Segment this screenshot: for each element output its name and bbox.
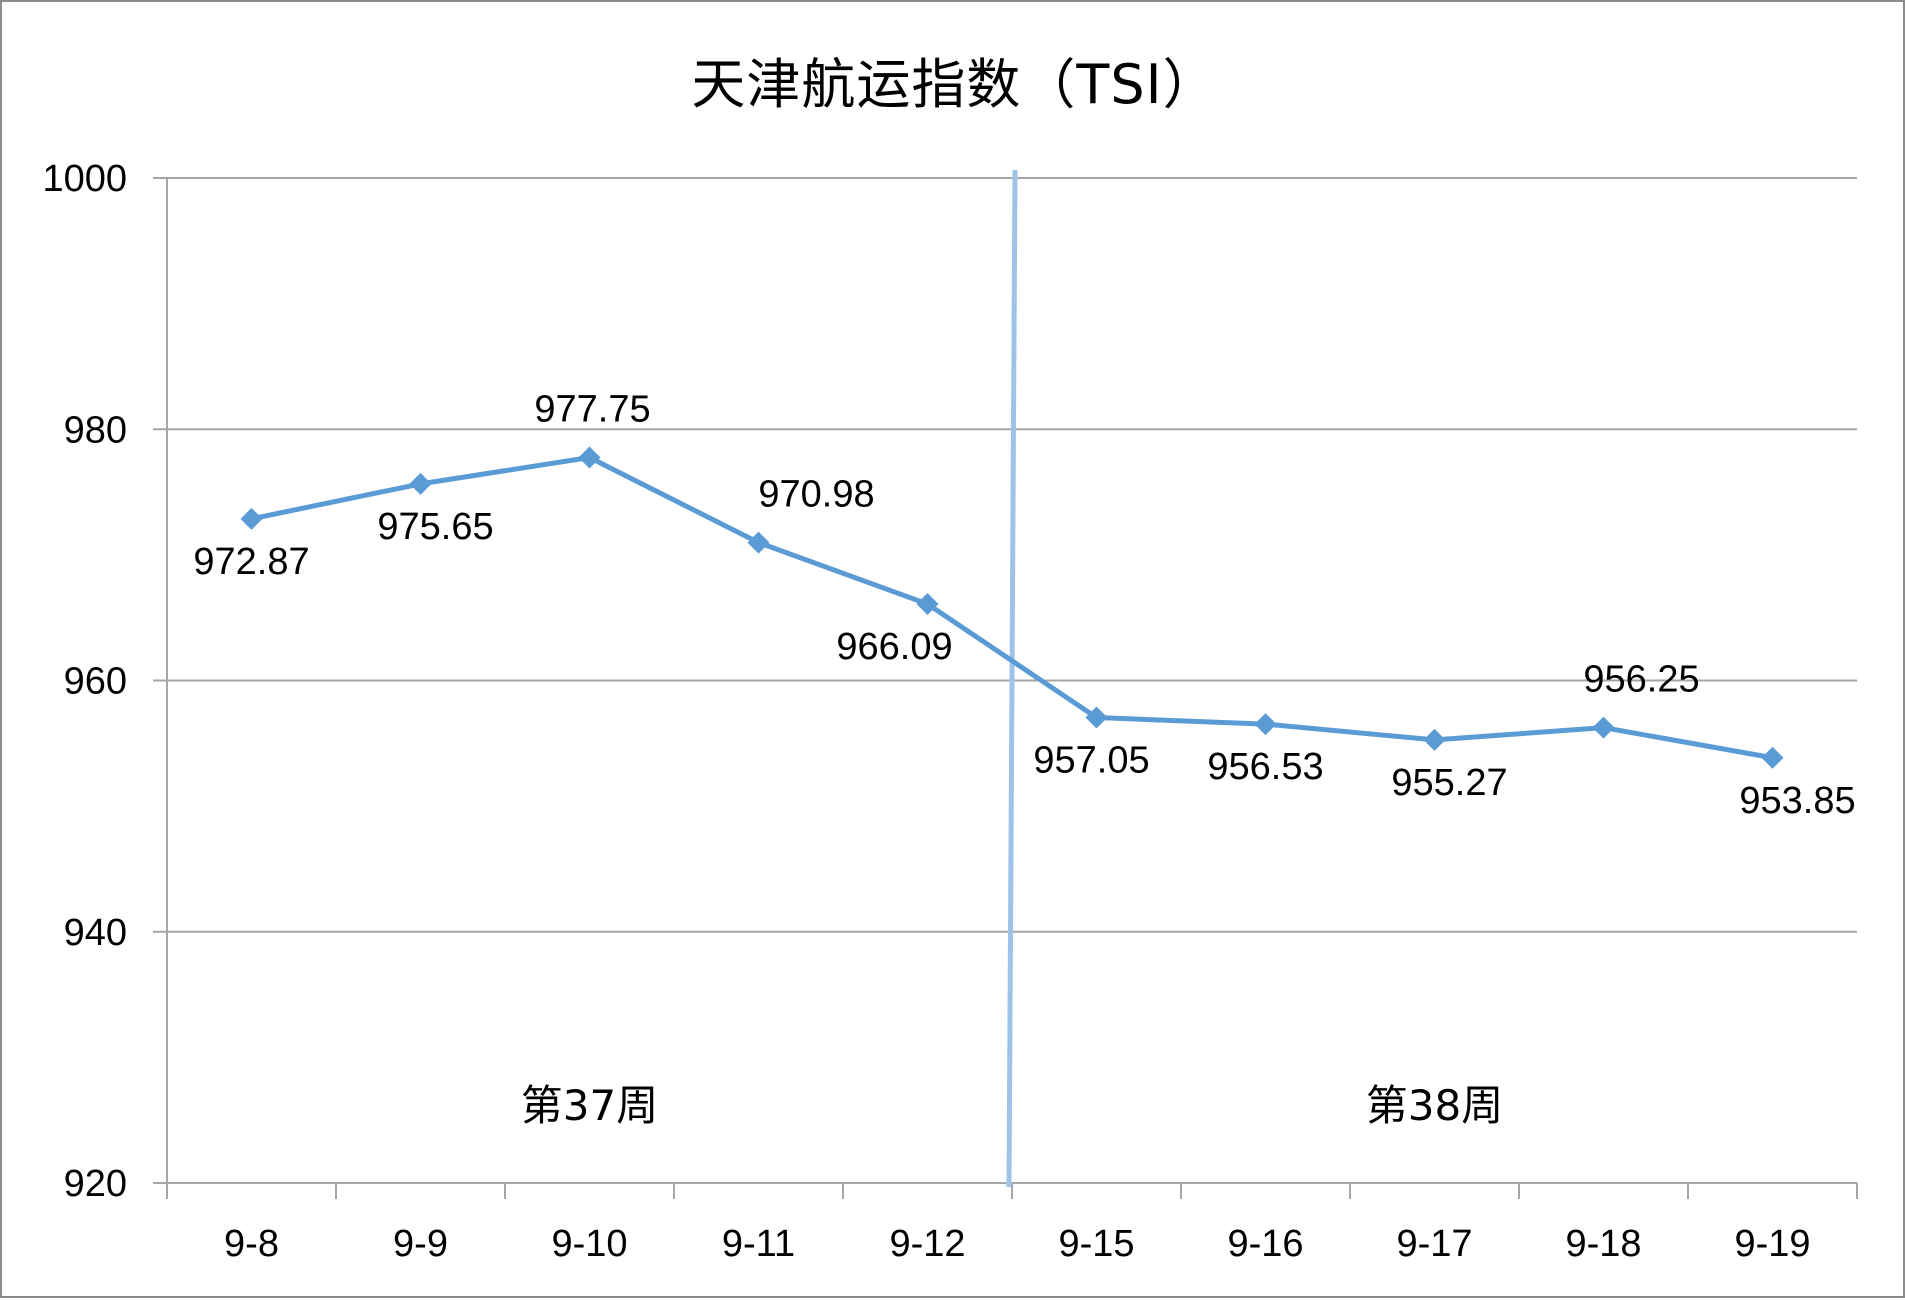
data-point-marker <box>1254 713 1277 736</box>
data-point-marker <box>1085 706 1108 729</box>
data-label: 955.27 <box>1391 762 1507 804</box>
x-tick-label: 9-16 <box>1227 1223 1303 1265</box>
data-point-marker <box>409 472 432 495</box>
y-tick-label: 980 <box>64 409 127 451</box>
data-point-marker <box>916 592 939 615</box>
week-divider-line <box>1006 169 1018 1188</box>
x-tick-label: 9-15 <box>1058 1223 1134 1265</box>
data-label: 956.25 <box>1583 659 1699 701</box>
data-label: 953.85 <box>1739 780 1855 822</box>
series-line <box>250 455 1773 761</box>
y-tick-label: 960 <box>64 661 127 703</box>
chart-title: 天津航运指数（TSI） <box>691 53 1218 116</box>
data-point-marker <box>240 507 263 530</box>
data-label: 966.09 <box>836 626 952 668</box>
y-tick-label: 1000 <box>42 158 127 200</box>
data-point-marker <box>1423 728 1446 751</box>
data-point-marker <box>1761 746 1784 769</box>
week-annotation: 第38周 <box>1366 1081 1503 1130</box>
data-label: 970.98 <box>758 474 874 516</box>
data-label: 975.65 <box>377 506 493 548</box>
x-tick-label: 9-19 <box>1734 1223 1810 1265</box>
data-label: 957.05 <box>1033 740 1149 782</box>
data-label: 956.53 <box>1207 746 1323 788</box>
data-label: 972.87 <box>193 541 309 583</box>
x-tick-label: 9-8 <box>224 1223 279 1265</box>
x-tick-label: 9-11 <box>722 1223 795 1265</box>
x-tick-label: 9-9 <box>393 1223 448 1265</box>
data-label: 977.75 <box>534 389 650 431</box>
data-point-marker <box>747 531 770 554</box>
x-tick-label: 9-18 <box>1565 1223 1641 1265</box>
y-tick-label: 920 <box>64 1163 127 1205</box>
data-point-marker <box>1592 716 1615 739</box>
x-tick-label: 9-12 <box>889 1223 965 1265</box>
data-point-marker <box>578 446 601 469</box>
x-tick-label: 9-17 <box>1396 1223 1472 1265</box>
x-tick-label: 9-10 <box>551 1223 627 1265</box>
week-annotation: 第37周 <box>521 1081 658 1130</box>
y-tick-label: 940 <box>64 912 127 954</box>
